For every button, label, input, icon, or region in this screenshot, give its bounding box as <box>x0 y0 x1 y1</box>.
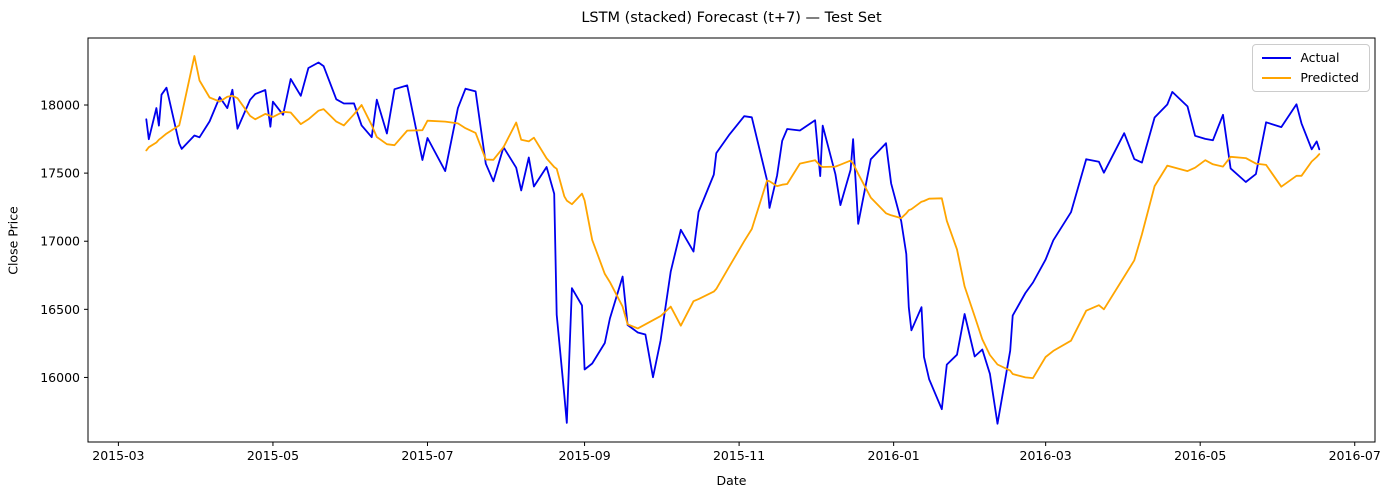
svg-text:16000: 16000 <box>40 370 80 385</box>
svg-text:17500: 17500 <box>40 166 80 181</box>
svg-text:2015-11: 2015-11 <box>713 448 765 463</box>
svg-text:17000: 17000 <box>40 234 80 249</box>
svg-text:2016-05: 2016-05 <box>1174 448 1226 463</box>
svg-text:2016-01: 2016-01 <box>868 448 920 463</box>
legend-entry-predicted: Predicted <box>1262 69 1359 85</box>
svg-text:2015-09: 2015-09 <box>558 448 610 463</box>
svg-text:2015-07: 2015-07 <box>401 448 453 463</box>
svg-text:2015-03: 2015-03 <box>92 448 144 463</box>
chart-title: LSTM (stacked) Forecast (t+7) — Test Set <box>581 10 882 26</box>
legend-label-predicted: Predicted <box>1300 69 1359 85</box>
svg-text:2016-07: 2016-07 <box>1329 448 1381 463</box>
svg-text:16500: 16500 <box>40 302 80 317</box>
svg-text:2015-05: 2015-05 <box>247 448 299 463</box>
predicted-line-swatch <box>1262 76 1292 79</box>
x-axis-label: Date <box>716 473 747 488</box>
svg-text:18000: 18000 <box>40 98 80 113</box>
svg-text:2016-03: 2016-03 <box>1020 448 1072 463</box>
legend: Actual Predicted <box>1252 44 1370 92</box>
legend-entry-actual: Actual <box>1262 50 1359 65</box>
actual-line-swatch <box>1262 57 1292 60</box>
legend-label-actual: Actual <box>1300 50 1340 65</box>
